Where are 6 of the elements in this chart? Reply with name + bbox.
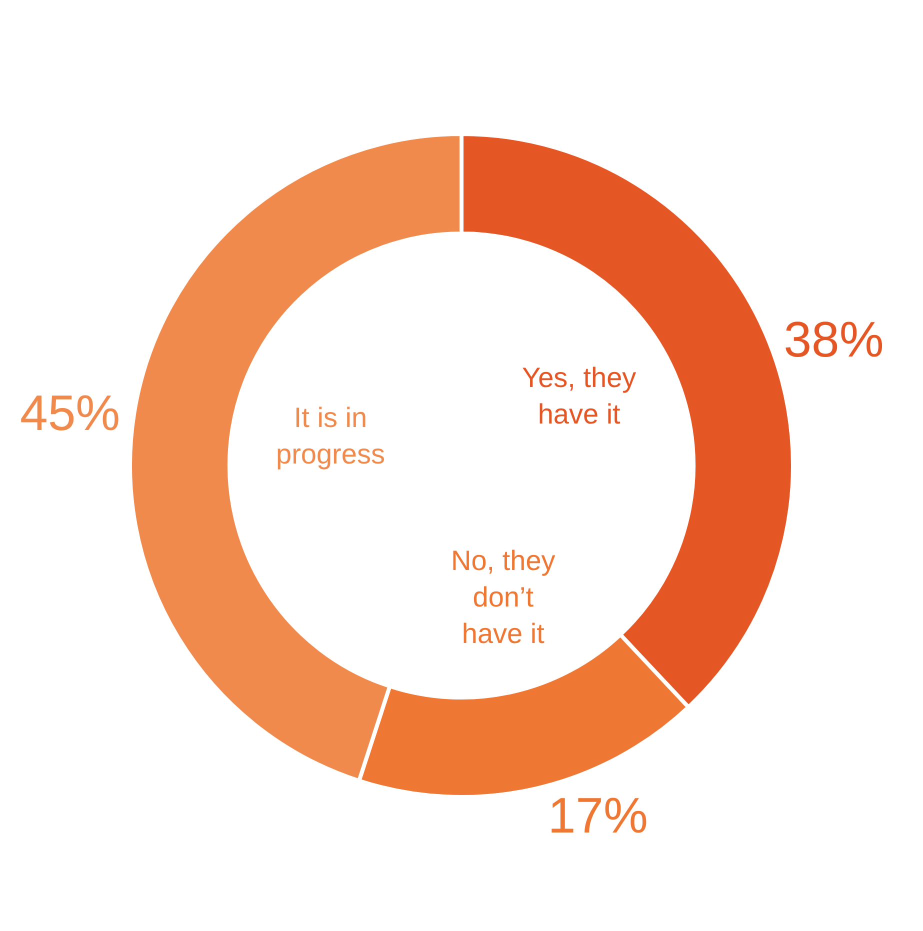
slice-label: It is in progress [276,402,385,470]
slice-label: No, they don’t have it [451,545,556,649]
slice-label: Yes, they have it [522,362,636,430]
data-label: 38% [784,312,884,368]
data-label: 45% [20,384,120,441]
data-label: 17% [548,788,648,844]
